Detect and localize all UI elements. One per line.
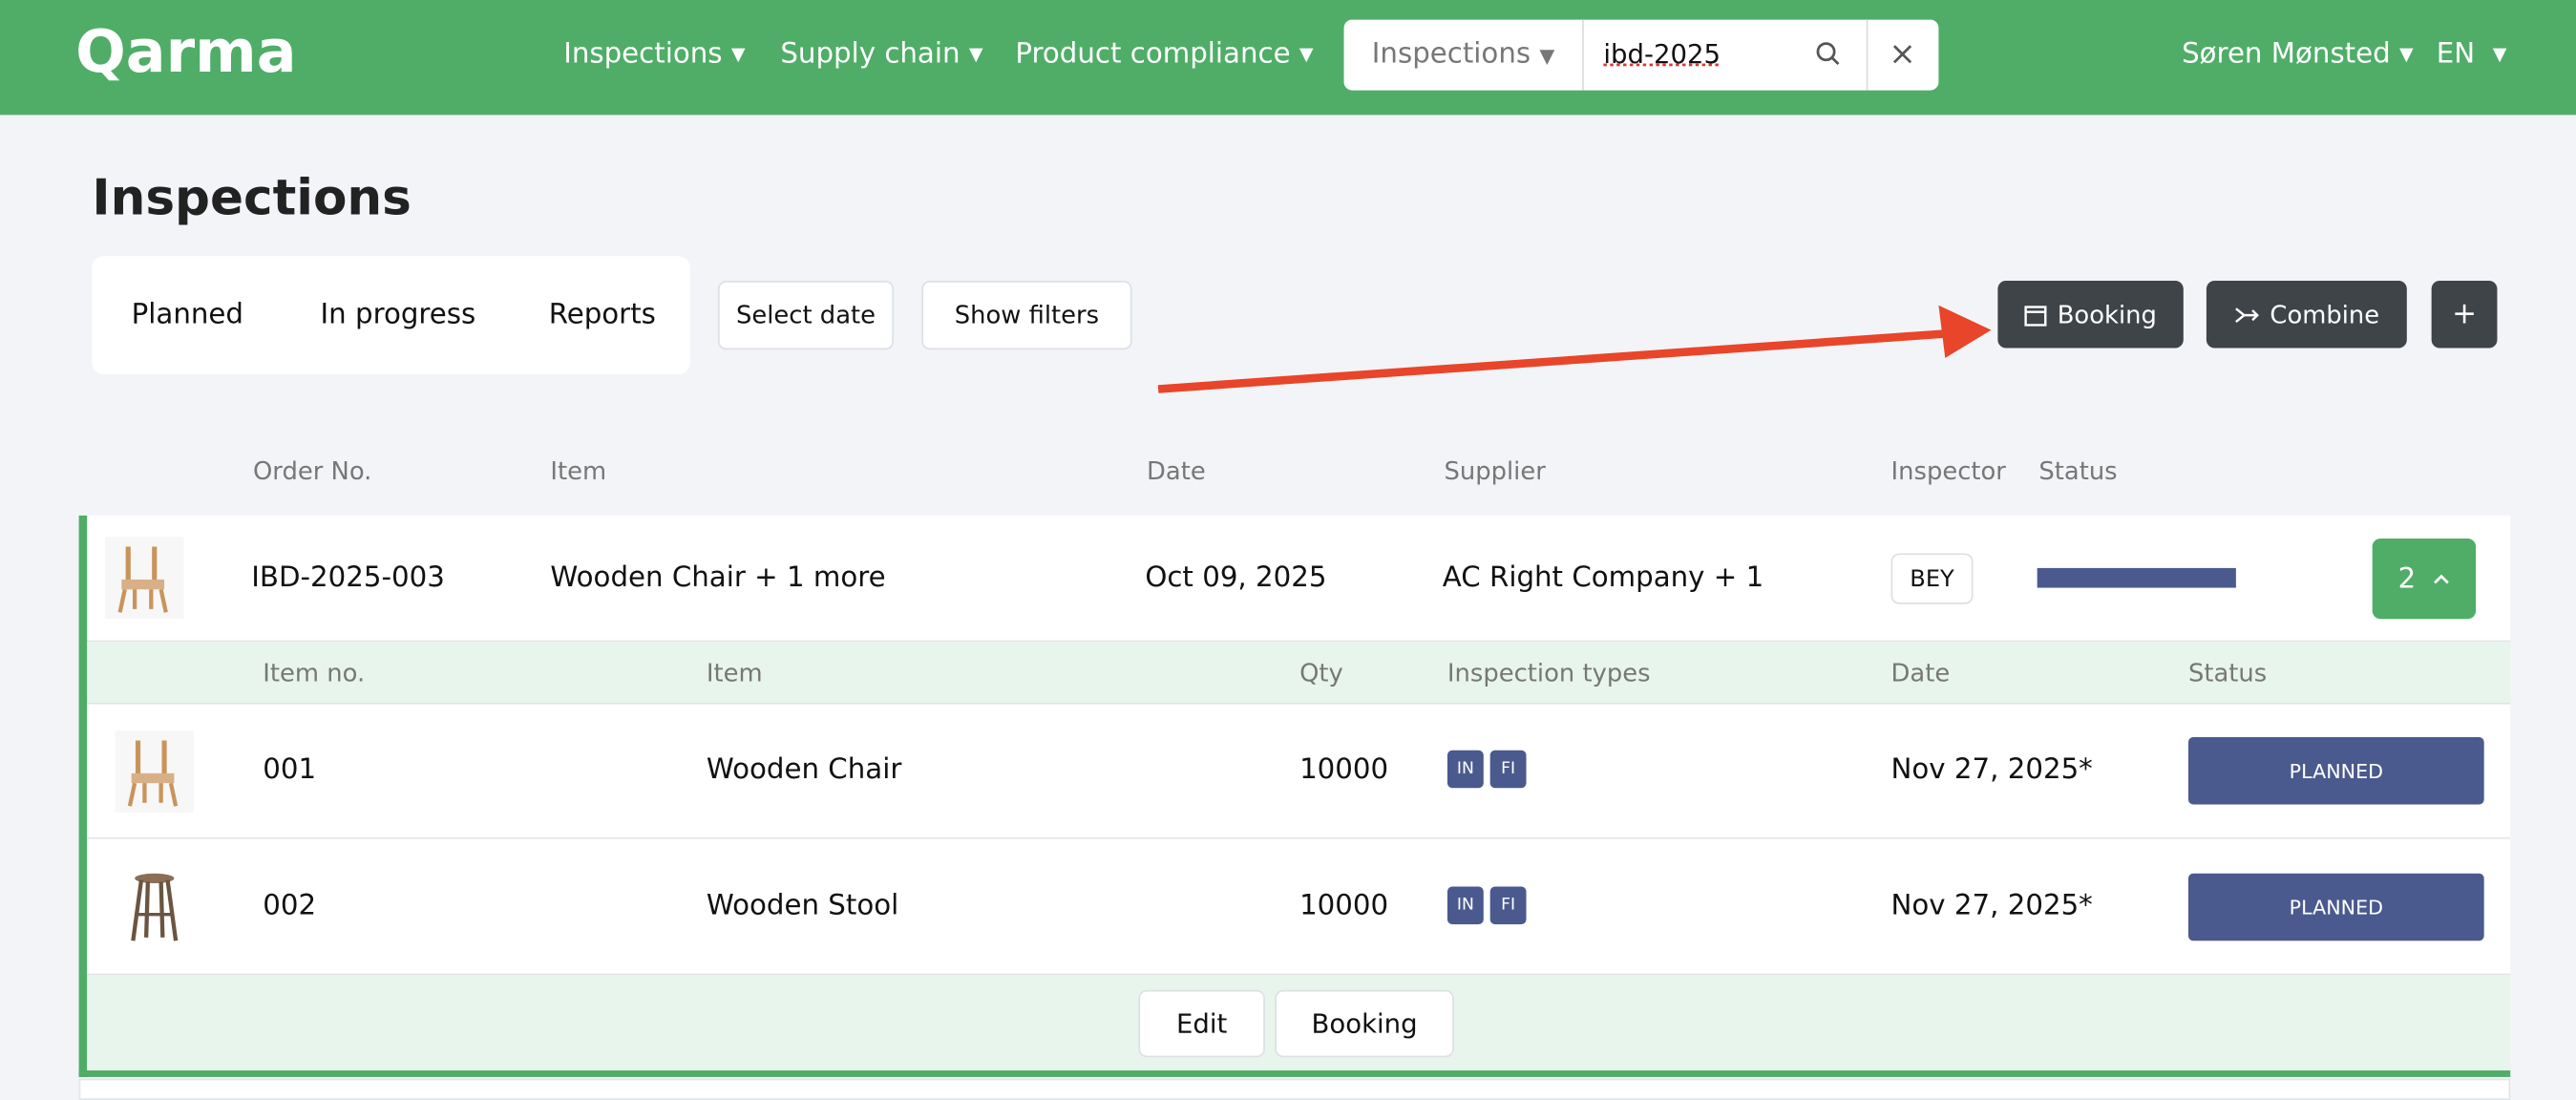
order-date: Oct 09, 2025 bbox=[1145, 561, 1327, 595]
item-row bbox=[87, 704, 2511, 839]
item-qty: 10000 bbox=[1299, 889, 1389, 923]
column-header: Status bbox=[2187, 658, 2268, 688]
item-row bbox=[87, 838, 2511, 976]
nav-link[interactable]: Supply chain ▾ bbox=[780, 37, 983, 71]
column-header: Inspector bbox=[1890, 455, 2006, 486]
item-image bbox=[105, 537, 184, 620]
order-item: Wooden Chair + 1 more bbox=[550, 561, 886, 595]
type-badge: IN bbox=[1446, 750, 1484, 789]
type-badge: FI bbox=[1489, 886, 1527, 925]
search-scope[interactable]: Inspections ▼ bbox=[1371, 37, 1555, 71]
tab[interactable]: In progress bbox=[320, 298, 476, 332]
top-bar bbox=[0, 0, 2576, 116]
booking-button[interactable]: Booking bbox=[1275, 989, 1454, 1058]
tab[interactable]: Planned bbox=[131, 298, 244, 332]
language-menu[interactable]: EN ▾ bbox=[2436, 37, 2507, 71]
chevron-icon bbox=[2434, 574, 2450, 584]
divider bbox=[1866, 19, 1869, 91]
column-header: Item bbox=[550, 455, 607, 486]
next-row bbox=[78, 1078, 2511, 1100]
column-header: Order No. bbox=[252, 455, 372, 486]
order-number: IBD-2025-003 bbox=[251, 561, 445, 595]
logo[interactable]: Qarma bbox=[75, 18, 297, 87]
expand-button[interactable]: 2 bbox=[2372, 538, 2477, 620]
column-header: Supplier bbox=[1444, 455, 1546, 486]
edit-button[interactable]: Edit bbox=[1138, 989, 1265, 1058]
filter-button[interactable]: Show filters bbox=[921, 281, 1132, 350]
item-name: Wooden Chair bbox=[706, 753, 902, 787]
nav-link[interactable]: Inspections ▾ bbox=[563, 37, 746, 71]
row-accent bbox=[78, 515, 88, 1077]
filter-button[interactable]: Select date bbox=[717, 281, 895, 350]
inspector-badge: BEY bbox=[1890, 553, 1974, 604]
booking-button[interactable]: Booking bbox=[1997, 281, 2184, 349]
column-header: Status bbox=[2038, 455, 2118, 486]
item-number: 001 bbox=[263, 753, 317, 787]
tab-bar bbox=[92, 256, 690, 375]
status-bar bbox=[2037, 567, 2236, 588]
nav-link[interactable]: Product compliance ▾ bbox=[1015, 37, 1314, 71]
combine-button[interactable]: Combine bbox=[2206, 281, 2407, 349]
calendar-icon bbox=[2024, 305, 2047, 326]
search-box bbox=[1343, 19, 1939, 91]
item-date: Nov 27, 2025* bbox=[1890, 753, 2093, 787]
column-header: Qty bbox=[1299, 658, 1343, 688]
tab[interactable]: Reports bbox=[548, 298, 656, 332]
type-badge: FI bbox=[1489, 750, 1527, 789]
item-image bbox=[115, 730, 195, 814]
divider bbox=[1582, 19, 1584, 91]
search-input[interactable]: ibd-2025 bbox=[1603, 38, 1721, 71]
type-badge: IN bbox=[1446, 886, 1484, 925]
sub-header bbox=[87, 642, 2511, 705]
status-button[interactable]: PLANNED bbox=[2187, 737, 2484, 805]
row-accent bbox=[78, 1070, 2511, 1077]
item-name: Wooden Stool bbox=[706, 889, 899, 923]
user-menu[interactable]: Søren Mønsted ▾ bbox=[2182, 37, 2414, 71]
combine-icon bbox=[2234, 307, 2259, 323]
item-number: 002 bbox=[263, 889, 317, 923]
order-supplier: AC Right Company + 1 bbox=[1442, 561, 1764, 595]
column-header: Inspection types bbox=[1446, 658, 1651, 688]
page-title: Inspections bbox=[92, 169, 412, 228]
search-icon[interactable] bbox=[1815, 41, 1842, 68]
column-header: Item no. bbox=[263, 658, 366, 688]
column-header: Date bbox=[1890, 658, 1951, 688]
clear-icon[interactable] bbox=[1892, 44, 1912, 64]
add-button[interactable]: + bbox=[2431, 281, 2498, 349]
status-button[interactable]: PLANNED bbox=[2187, 873, 2484, 941]
column-header: Date bbox=[1147, 455, 1206, 486]
item-image bbox=[131, 873, 179, 941]
item-date: Nov 27, 2025* bbox=[1890, 889, 2093, 923]
item-qty: 10000 bbox=[1299, 753, 1389, 787]
column-header: Item bbox=[706, 658, 763, 688]
